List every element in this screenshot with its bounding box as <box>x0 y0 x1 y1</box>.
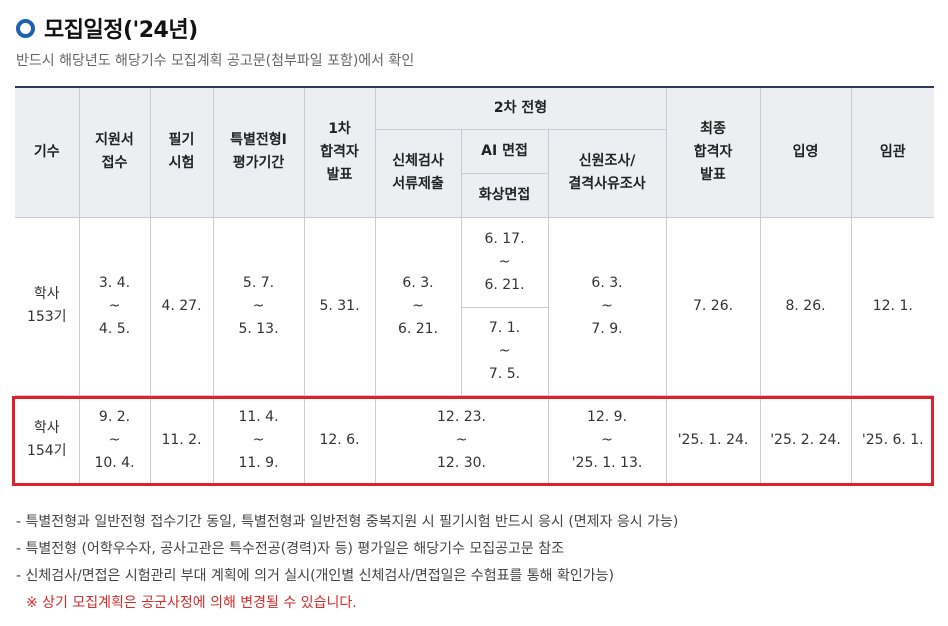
cell-gisu: 학사 154기 <box>15 394 80 486</box>
header-second-stage: 2차 전형 <box>374 86 667 130</box>
cell-special: 5. 7. ~5. 13. <box>212 216 305 396</box>
cell-ai-interview: 6. 17. ~6. 21. <box>460 216 549 308</box>
cell-first-pass: 5. 31. <box>303 216 376 396</box>
cell-commission: 12. 1. <box>850 216 935 396</box>
cell-written: 4. 27. <box>149 216 214 396</box>
cell-final-pass: 7. 26. <box>665 216 761 396</box>
page-title: 모집일정('24년) <box>44 18 198 43</box>
table-row: 학사 153기 3. 4. ~4. 5. 4. 27. 5. 7. ~5. 13. 5… <box>15 216 935 396</box>
header-enlist: 입영 <box>759 86 852 218</box>
cell-background: 12. 9. ~ '25. 1. 13. <box>547 394 667 486</box>
table-row: 7. 1. ~7. 5. <box>15 306 934 396</box>
header-first-pass: 1차 합격자 발표 <box>303 86 376 218</box>
cell-apply: 3. 4. ~4. 5. <box>78 216 151 396</box>
cell-commission: '25. 6. 1. <box>850 394 935 486</box>
cell-final-pass: '25. 1. 24. <box>665 394 761 486</box>
header-gisu: 기수 <box>15 86 80 218</box>
header-physical: 신체검사 서류제출 <box>375 128 462 218</box>
cell-first-pass: 12. 6. <box>303 394 376 486</box>
header-special: 특별전형I 평가기간 <box>212 86 305 218</box>
cell-physical-interview: 12. 23. ~12. 30. <box>374 394 549 486</box>
header-written: 필기 시험 <box>149 86 214 218</box>
header-commission: 임관 <box>850 86 935 218</box>
header-background: 신원조사/결격사유조사 <box>547 128 667 218</box>
warning-note: ※ 상기 모집계획은 공군사정에 의해 변경될 수 있습니다. <box>26 595 357 611</box>
section-header: 모집일정('24년) <box>16 12 198 44</box>
header-final-pass: 최종 합격자 발표 <box>665 86 761 218</box>
circle-bullet-icon <box>16 18 35 38</box>
cell-gisu: 학사 153기 <box>15 216 80 396</box>
note-item: - 특별전형과 일반전형 접수기간 동일, 특별전형과 일반전형 중복지원 시 … <box>16 514 679 530</box>
header-video-interview: 화상면접 <box>461 172 548 218</box>
schedule-table: 기수 지원서 접수 필기 시험 특별전형I 평가기간 1차 합격자 발표 2차 전형 최종… <box>15 86 935 486</box>
header-apply: 지원서 접수 <box>78 86 151 218</box>
cell-enlist: '25. 2. 24. <box>759 394 852 486</box>
cell-apply: 9. 2. ~10. 4. <box>78 394 151 486</box>
notes-list: - 특별전형과 일반전형 접수기간 동일, 특별전형과 일반전형 중복지원 시 … <box>16 512 678 620</box>
cell-video-interview: 7. 1. ~7. 5. <box>461 306 548 396</box>
cell-written: 11. 2. <box>149 394 214 486</box>
cell-physical: 6. 3. ~6. 21. <box>374 216 462 396</box>
note-item: - 신체검사/면접은 시험관리 부대 계획에 의거 실시(개인별 신체검사/면접… <box>16 568 614 584</box>
header-ai-interview: AI 면접 <box>460 128 549 174</box>
cell-enlist: 8. 26. <box>759 216 852 396</box>
page-subtitle: 반드시 해당년도 해당기수 모집계획 공고문(첨부파일 포함)에서 확인 <box>16 53 415 69</box>
table-row: 학사 154기 9. 2. ~10. 4. 11. 2. 11. 4. ~11. 9.… <box>15 394 935 486</box>
cell-special: 11. 4. ~11. 9. <box>212 394 305 486</box>
note-item: - 특별전형 (어학우수자, 공사고관은 특수전공(경력)자 등) 평가일은 해… <box>16 541 564 557</box>
cell-background: 6. 3. ~7. 9. <box>547 216 667 396</box>
